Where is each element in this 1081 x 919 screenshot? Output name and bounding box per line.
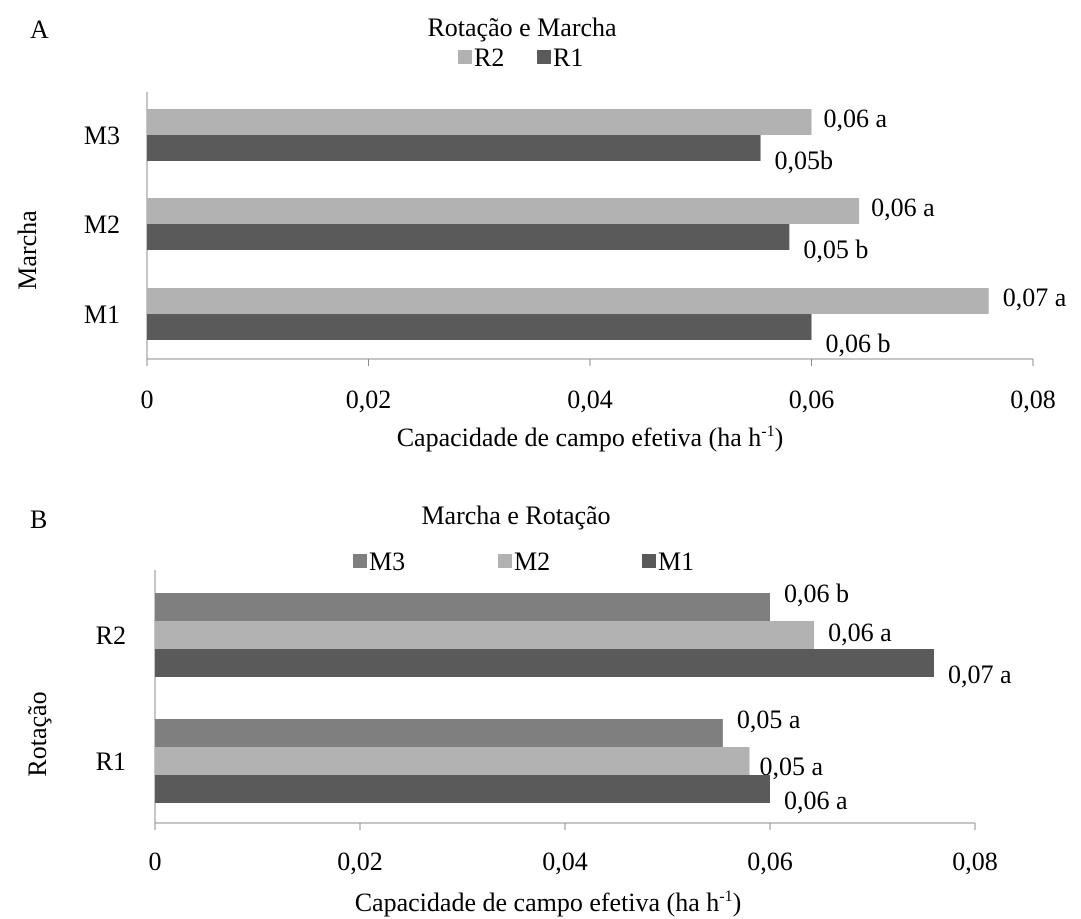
panel-b-title: Marcha e Rotação (421, 501, 610, 530)
panel-b-legend-label-m1: M1 (658, 547, 694, 576)
panel-a-legend-swatch-r2 (458, 50, 472, 64)
panel-b-bar-m3-r2 (155, 593, 770, 621)
panel-a-legend-label-r2: R2 (474, 43, 504, 72)
panel-a-letter: A (30, 15, 49, 44)
panel-a-x-tick-label: 0,04 (567, 385, 613, 414)
panel-b-bar-m2-r1 (155, 747, 750, 775)
panel-a-bar-r1-m1 (147, 314, 812, 340)
panel-a-y-axis-title: Marcha (13, 210, 42, 290)
panel-b-legend-label-m2: M2 (514, 547, 550, 576)
panel-b-letter: B (30, 505, 47, 534)
panel-b-data-label-m3-r2: 0,06 b (784, 579, 849, 608)
panel-b-data-label-m2-r2: 0,06 a (828, 618, 892, 647)
panel-a-legend-swatch-r1 (537, 50, 551, 64)
panel-b-data-label-m3-r1: 0,05 a (737, 705, 801, 734)
panel-a-bar-r1-m2 (147, 224, 790, 250)
panel-a-category-label-m3: M3 (84, 121, 120, 150)
panel-a-x-axis-title-end: ) (775, 423, 784, 452)
panel-a-title: Rotação e Marcha (427, 13, 617, 42)
panel-b-bar-m2-r2 (155, 621, 815, 649)
panel-a-x-axis-title-sup: -1 (761, 423, 774, 440)
panel-a-x-tick-label: 0,02 (346, 385, 392, 414)
panel-b-bar-m1-r1 (155, 775, 770, 803)
panel-b-bar-m1-r2 (155, 649, 934, 677)
panel-b-legend-swatch-m2 (498, 554, 512, 568)
panel-b-x-axis-title-sup: -1 (719, 888, 732, 905)
panel-b-x-axis-title-main: Capacidade de campo efetiva (ha h (355, 888, 720, 917)
panel-a-bar-r2-m3 (147, 109, 812, 135)
panel-b-category-label-r1: R1 (96, 747, 126, 776)
panel-b-legend-swatch-m3 (353, 554, 367, 568)
panel-a-data-label-r2-m1: 0,07 a (1003, 283, 1067, 312)
panel-a-bar-r2-m2 (147, 198, 860, 224)
panel-b-legend-label-m3: M3 (369, 547, 405, 576)
panel-b-x-tick-label: 0,08 (952, 847, 998, 876)
panel-b-plot: 0 0,02 0,04 0,06 0,08 R1 0,05 a 0,05 a 0,06 a R2 0… (96, 547, 1012, 876)
panel-b-x-tick-label: 0,04 (542, 847, 588, 876)
panel-b-x-tick-label: 0,02 (337, 847, 383, 876)
panel-a-data-label-r1-m2: 0,05 b (803, 235, 868, 264)
panel-a-category-label-m1: M1 (84, 300, 120, 329)
panel-a-data-label-r2-m2: 0,06 a (871, 193, 935, 222)
panel-a-data-label-r1-m3: 0,05b (775, 146, 834, 175)
panel-b-x-tick-label: 0 (149, 847, 162, 876)
panel-a-x-tick-label: 0 (141, 385, 154, 414)
panel-b-data-label-m1-r1: 0,06 a (784, 786, 848, 815)
panel-b-data-label-m2-r1: 0,05 a (760, 752, 824, 781)
panel-b-x-axis-title: Capacidade de campo efetiva (ha h-1) (355, 888, 742, 917)
panel-b-data-label-m1-r2: 0,07 a (948, 660, 1012, 689)
panel-a-x-tick-label: 0,06 (789, 385, 835, 414)
panel-b-bar-m3-r1 (155, 719, 723, 747)
panel-a-x-axis-title: Capacidade de campo efetiva (ha h-1) (397, 423, 784, 452)
panel-a-data-label-r2-m3: 0,06 a (824, 104, 888, 133)
panel-a-bar-r1-m3 (147, 135, 761, 161)
panel-a-x-axis-title-main: Capacidade de campo efetiva (ha h (397, 423, 762, 452)
panel-b-category-label-r2: R2 (96, 621, 126, 650)
panel-b-legend-swatch-m1 (642, 554, 656, 568)
panel-a-category-label-m2: M2 (84, 210, 120, 239)
panel-b-y-axis-title: Rotação (23, 691, 52, 776)
panel-b-x-tick-label: 0,06 (747, 847, 793, 876)
panel-a-bar-r2-m1 (147, 288, 989, 314)
panel-a-x-tick-label: 0,08 (1010, 385, 1056, 414)
panel-a-legend-label-r1: R1 (553, 43, 583, 72)
panel-b-x-axis-title-end: ) (733, 888, 742, 917)
panel-a-data-label-r1-m1: 0,06 b (826, 329, 891, 358)
